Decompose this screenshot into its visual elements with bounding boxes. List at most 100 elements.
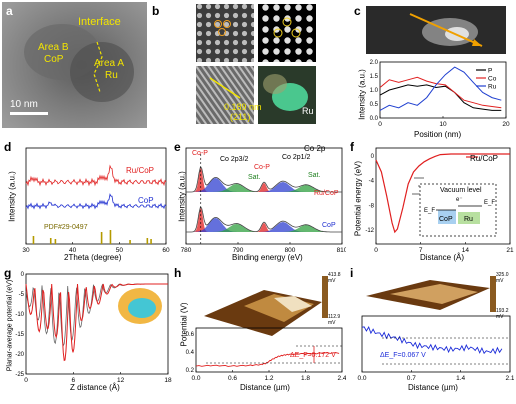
panel-i-label: i	[350, 266, 354, 280]
h-xtick-label: 1.8	[301, 375, 310, 382]
f-legend: Ru/CoP	[470, 154, 499, 163]
h-ytick-label: 0.6	[186, 332, 195, 338]
e-peak-co2p32-cop	[192, 218, 239, 232]
e-xtick-label: 780	[181, 247, 192, 254]
i-xtick-label: 0.7	[407, 375, 416, 382]
e-series-rucop: Ru/CoP	[314, 190, 339, 197]
f-inset-ef2: E_F	[484, 200, 496, 206]
panel-d-label: d	[4, 140, 12, 154]
panel-g: g 0 6 12 18 -25 -20 -15 -10 -5 0 Planar-average p…	[2, 266, 172, 394]
e-envelope-rucop	[186, 166, 342, 193]
panel-b-label: b	[152, 4, 160, 18]
e-peak-cop2-cop	[255, 223, 273, 232]
e-ann-cop1: Co-P	[192, 150, 208, 157]
e-xtick-label: 800	[285, 247, 296, 254]
scale-bar-label: 10 nm	[10, 99, 38, 110]
c-series-p	[379, 84, 502, 111]
lattice-spacing-label: 0.189 nm	[224, 102, 262, 112]
e-frame	[185, 147, 343, 245]
h-xlabel: Distance (µm)	[240, 383, 290, 392]
d-pdf-label: PDF#29-0497	[44, 224, 88, 231]
f-ylabel: Potential energy (eV)	[353, 160, 363, 237]
g-structure-inset	[118, 288, 162, 324]
chart-d: 30 40 50 60	[22, 147, 170, 254]
e-ann-co2p32: Co 2p3/2	[220, 156, 249, 163]
e-peak-sat2-cop	[280, 225, 332, 232]
i-xtick-label: 1.4	[456, 375, 465, 382]
area-a-label: Area A	[94, 58, 125, 69]
f-series-rucop	[375, 153, 510, 234]
h-ytick-label: 0.2	[186, 368, 195, 374]
f-xtick-label: 21	[506, 247, 514, 254]
h-colorbar-min: 112.9 mV	[328, 314, 341, 326]
c-ytick-label: 0.5	[370, 102, 379, 108]
e-peak-cop2-rucop	[255, 183, 273, 192]
d-series-cop: CoP	[138, 196, 154, 205]
chart-i: 0.0 0.7 1.4 2.1	[357, 276, 514, 382]
hrtem-tiles	[196, 4, 316, 124]
f-inset-title: Vacuum level	[440, 187, 482, 194]
c-legend-label: Ru	[488, 84, 497, 91]
f-inset-ef1: E_F	[424, 208, 436, 214]
scale-bar	[10, 112, 48, 115]
f-ytick-label: 0	[371, 154, 375, 160]
g-ytick-label: -15	[15, 332, 24, 338]
c-xlabel: Position (nm)	[414, 130, 462, 139]
h-ytick-label: 0.4	[186, 350, 195, 356]
e-ann-sat2: Sat.	[308, 172, 321, 179]
panel-i: i 0.0 0.7 1.4 2.1 Distance (µm) 325.0 mV 19…	[350, 266, 514, 394]
e-series-cop: CoP	[322, 222, 336, 229]
panel-h-label: h	[174, 266, 182, 280]
h-xtick-label: 2.4	[337, 375, 346, 382]
g-ytick-label: -10	[15, 312, 24, 318]
f-ytick-label: -12	[365, 228, 374, 234]
e-peak-sat1-rucop	[211, 184, 262, 192]
c-legend-label: P	[488, 68, 492, 75]
tem-image	[2, 2, 147, 128]
e-peak-co2p12-cop	[258, 222, 308, 232]
i-colorbar-min: 193.2 mV	[496, 308, 509, 320]
f-inset-electron: e⁻	[456, 197, 463, 203]
chart-h: 0.0 0.6 1.2 1.8 2.4 0.2 0.4 0.6	[186, 276, 346, 382]
panel-c: c 0 10 20 0.0 0.5 1.0 1.5 2.0 P Co Ru Intensity (a…	[352, 2, 514, 142]
h-ylabel: Potential (V)	[179, 302, 189, 347]
d-series-rucop: Ru/CoP	[126, 166, 155, 175]
g-xtick-label: 6	[72, 377, 76, 384]
chart-f: 0 7 14 21 -12 -8 -4 0	[365, 147, 514, 254]
e-ylabel: Intensity (a.u.)	[177, 171, 187, 222]
d-xtick-label: 30	[22, 247, 30, 254]
panel-f-label: f	[350, 140, 354, 154]
e-xtick-label: 790	[233, 247, 244, 254]
h-xtick-label: 0.6	[228, 375, 237, 382]
e-ann-co2p12: Co 2p1/2	[282, 154, 311, 161]
c-series-co	[379, 76, 502, 109]
e-peak-sat2-rucop	[280, 185, 332, 192]
g-ytick-label: -25	[15, 372, 24, 378]
f-inset-cop: CoP	[439, 216, 453, 223]
f-xtick-label: 7	[419, 247, 423, 254]
c-xtick-label: 10	[439, 121, 447, 128]
panel-c-label: c	[354, 4, 361, 18]
panel-e: e 780 790 800 810 Co 2p Intensity (a.u.) Bi…	[174, 140, 346, 264]
g-frame	[25, 273, 169, 375]
interface-label: Interface	[78, 16, 121, 28]
f-inset-ru: Ru	[464, 216, 473, 223]
h-xtick-label: 1.2	[264, 375, 273, 382]
g-ylabel: Planar-average potential (eV)	[6, 279, 14, 372]
i-series	[361, 326, 503, 355]
i-xtick-label: 2.1	[505, 375, 514, 382]
d-xtick-label: 60	[162, 247, 170, 254]
g-xtick-label: 18	[164, 377, 172, 384]
c-ylabel: Intensity (a.u.)	[357, 69, 367, 120]
e-xtick-label: 810	[337, 247, 346, 254]
i-xlabel: Distance (µm)	[408, 383, 458, 392]
d-xtick-label: 50	[116, 247, 124, 254]
d-series-cop	[25, 193, 167, 210]
i-frame	[361, 315, 511, 373]
panel-b: b 0.189 nm (211)	[150, 2, 350, 130]
area-a-material: Ru	[105, 70, 118, 81]
panel-f: f 0 7 14 21 -12 -8 -4 0 Potential energy (eV) D…	[350, 140, 514, 264]
area-b-material: CoP	[44, 54, 64, 65]
h-xtick-label: 0.0	[191, 375, 200, 382]
